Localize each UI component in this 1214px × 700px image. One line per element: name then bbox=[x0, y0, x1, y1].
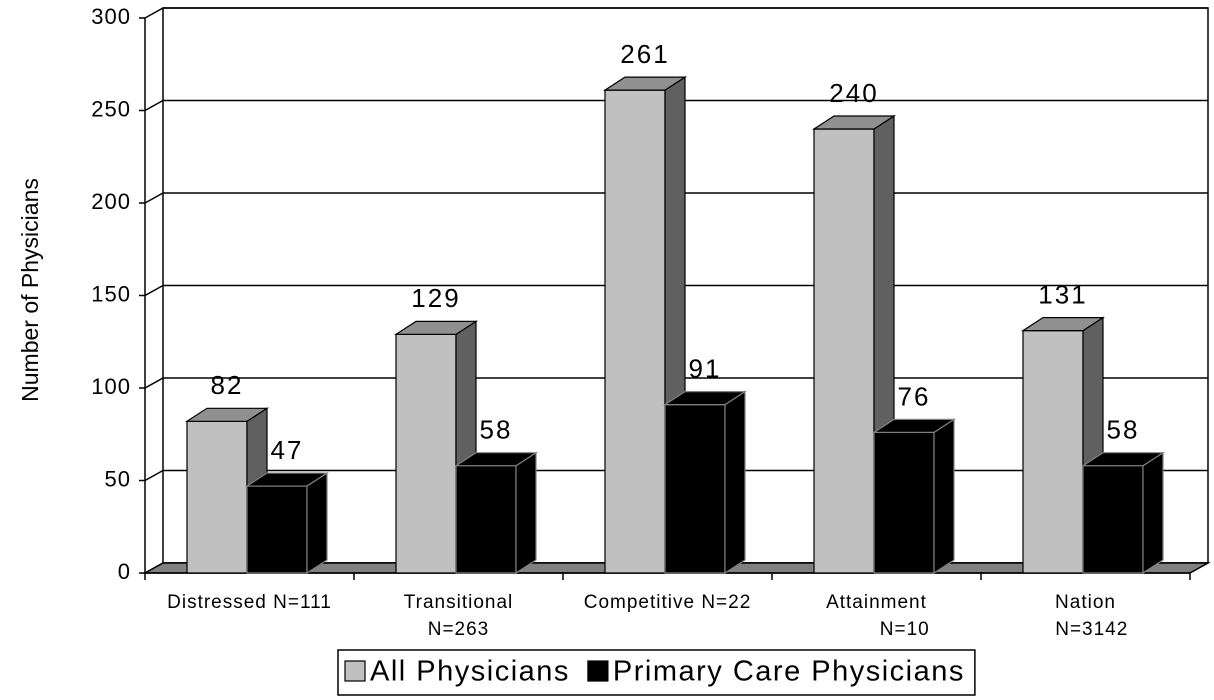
bar bbox=[453, 451, 539, 575]
bar-top bbox=[184, 407, 270, 422]
grid-side bbox=[144, 469, 164, 482]
legend-label: All Physicians bbox=[370, 656, 570, 688]
bar-top bbox=[1020, 317, 1106, 332]
x-tick-label: Nation N=3142 bbox=[1055, 592, 1129, 640]
y-tick-label: 300 bbox=[91, 4, 131, 29]
y-tick-label: 50 bbox=[105, 466, 131, 491]
bar-front bbox=[813, 128, 875, 574]
bar-front bbox=[395, 333, 457, 574]
y-tick-label: 100 bbox=[91, 374, 131, 399]
bar-top bbox=[393, 320, 479, 335]
bar-side bbox=[724, 390, 746, 575]
bar-front bbox=[873, 431, 935, 574]
bar bbox=[244, 471, 330, 575]
bar-front bbox=[1082, 465, 1144, 574]
bar-side bbox=[933, 418, 955, 575]
x-tick-label: Transitional N=263 bbox=[403, 592, 514, 640]
value-label: 47 bbox=[271, 435, 304, 465]
x-tick-label: Competitive N=22 bbox=[583, 592, 752, 613]
grid-side bbox=[144, 7, 164, 19]
value-label: 58 bbox=[480, 415, 513, 445]
value-label: 76 bbox=[898, 381, 931, 411]
x-tick-label: Attainment N=10 bbox=[826, 592, 930, 640]
value-label: 261 bbox=[620, 39, 669, 69]
value-label: 91 bbox=[689, 354, 722, 384]
bar-top bbox=[871, 418, 957, 433]
bar-front bbox=[246, 485, 308, 574]
legend-label: Primary Care Physicians bbox=[613, 656, 965, 688]
bar bbox=[1080, 451, 1166, 575]
y-tick-label: 150 bbox=[91, 281, 131, 306]
legend-swatch bbox=[587, 660, 609, 682]
bar-front bbox=[455, 465, 517, 574]
x-tick-label: Distressed N=111 bbox=[167, 592, 332, 613]
bar bbox=[871, 418, 957, 575]
grid-side bbox=[144, 99, 164, 112]
y-tick-label: 0 bbox=[118, 559, 131, 584]
bar bbox=[662, 390, 748, 575]
grid-side bbox=[144, 192, 164, 204]
bar-top bbox=[811, 115, 897, 130]
value-label: 240 bbox=[829, 78, 878, 108]
value-label: 131 bbox=[1038, 280, 1087, 310]
value-label: 82 bbox=[211, 370, 244, 400]
bar-side bbox=[306, 471, 328, 575]
bar-top bbox=[602, 76, 688, 91]
y-tick-label: 200 bbox=[91, 189, 131, 214]
bar-front bbox=[186, 420, 248, 574]
value-label: 58 bbox=[1107, 415, 1140, 445]
bar-top bbox=[662, 391, 748, 406]
y-axis-title: Number of Physicians bbox=[17, 178, 43, 402]
legend-box bbox=[337, 649, 976, 696]
y-tick-label: 250 bbox=[91, 96, 131, 121]
bar-top bbox=[453, 452, 539, 467]
bar-top bbox=[244, 472, 330, 487]
grid-side bbox=[144, 284, 164, 297]
value-label: 129 bbox=[411, 283, 460, 313]
bar-front bbox=[604, 89, 666, 574]
legend-swatch bbox=[344, 660, 366, 682]
bar-side bbox=[1142, 451, 1164, 575]
bar-front bbox=[1022, 330, 1084, 574]
bar-top bbox=[1080, 452, 1166, 467]
bar-front bbox=[664, 404, 726, 574]
bar-side bbox=[515, 451, 537, 575]
grid-side bbox=[144, 377, 164, 389]
